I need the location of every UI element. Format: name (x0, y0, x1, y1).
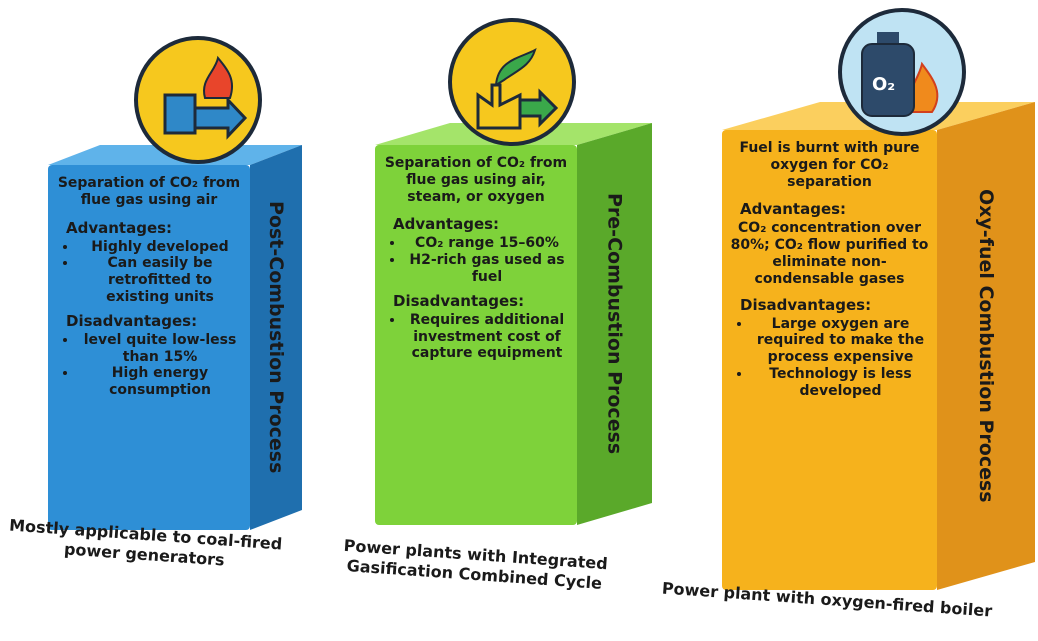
disadvantages-list: Requires additional investment cost of c… (383, 312, 569, 362)
advantages-list: Highly developedCan easily be retrofitte… (56, 239, 242, 306)
advantages-heading: Advantages: (740, 200, 929, 218)
disadvantage-item: Requires additional investment cost of c… (405, 312, 569, 362)
disadvantages-heading: Disadvantages: (393, 292, 569, 310)
icon-circle (136, 38, 260, 162)
advantages-heading: Advantages: (66, 219, 242, 237)
box-content: Separation of CO₂ from flue gas using ai… (48, 165, 250, 530)
process-title: Pre-Combustion Process (577, 134, 652, 514)
disadvantages-heading: Disadvantages: (740, 296, 929, 314)
icon-box (165, 95, 195, 133)
disadvantage-item: level quite low-less than 15% (78, 332, 242, 366)
disadvantage-item: High energy consumption (78, 365, 242, 399)
process-title: Oxy-fuel Combustion Process (937, 116, 1035, 576)
disadvantage-item: Technology is less developed (752, 366, 929, 400)
advantages-list: CO₂ range 15–60%H2-rich gas used as fuel (383, 235, 569, 285)
disadvantage-item: Large oxygen are required to make the pr… (752, 316, 929, 366)
disadvantages-list: Large oxygen are required to make the pr… (730, 316, 929, 400)
advantages-text: CO₂ concentration over 80%; CO₂ flow pur… (730, 220, 929, 287)
advantage-item: CO₂ range 15–60% (405, 235, 569, 252)
advantage-item: H2-rich gas used as fuel (405, 252, 569, 286)
description: Separation of CO₂ from flue gas using ai… (56, 175, 242, 209)
advantages-heading: Advantages: (393, 215, 569, 233)
description: Separation of CO₂ from flue gas using ai… (383, 155, 569, 205)
page: (() => { const data = JSON.parse(documen… (0, 0, 1038, 641)
advantage-item: Can easily be retrofitted to existing un… (78, 255, 242, 305)
disadvantages-heading: Disadvantages: (66, 312, 242, 330)
icon-label: O₂ (872, 74, 895, 95)
process-title: Post-Combustion Process (250, 155, 302, 520)
description: Fuel is burnt with pure oxygen for CO₂ s… (730, 140, 929, 190)
advantage-item: Highly developed (78, 239, 242, 256)
disadvantages-list: level quite low-less than 15%High energy… (56, 332, 242, 399)
icon-cap (877, 32, 899, 44)
box-content: Separation of CO₂ from flue gas using ai… (375, 145, 577, 525)
box-content: Fuel is burnt with pure oxygen for CO₂ s… (722, 130, 937, 590)
